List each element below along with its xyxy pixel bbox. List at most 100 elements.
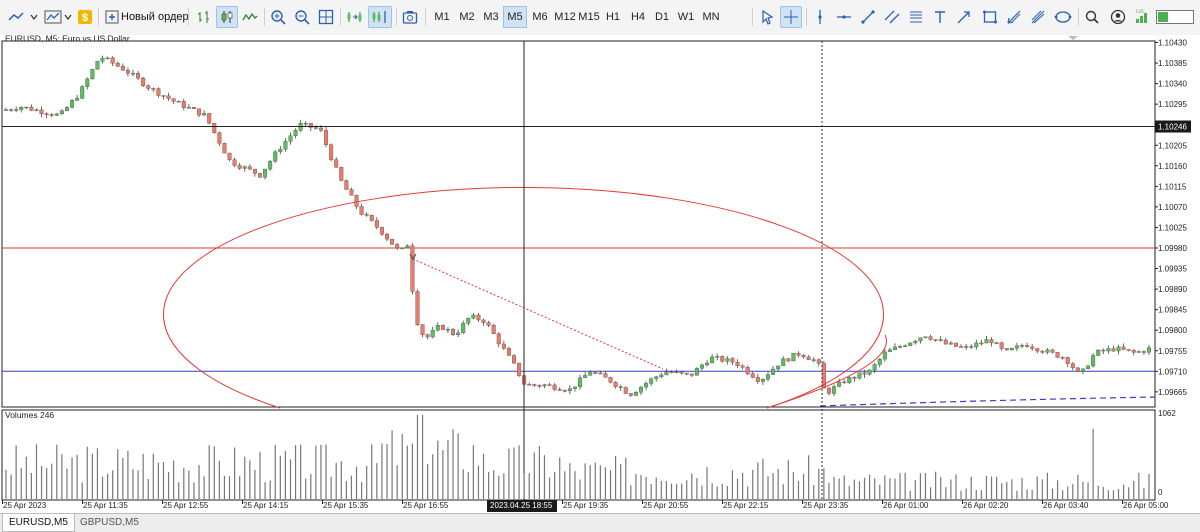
ellipse-icon[interactable] <box>1052 6 1074 28</box>
andrews-pitchfork-icon[interactable] <box>1004 6 1024 28</box>
candle-body <box>273 151 278 162</box>
candle-body <box>862 372 867 375</box>
candle-body <box>258 173 263 178</box>
candle-body <box>425 334 430 338</box>
candle-body <box>898 346 903 348</box>
timeframe-h4[interactable]: H4 <box>630 11 646 23</box>
bar-chart-icon[interactable] <box>194 6 214 28</box>
candlestick-icon[interactable] <box>216 6 238 28</box>
candle-body <box>59 110 64 115</box>
candle-body <box>1121 346 1126 350</box>
chart-window[interactable]: EURUSD, M5: Euro vs US Dollar Volumes 246… <box>0 34 1200 513</box>
line-chart-icon[interactable] <box>240 6 260 28</box>
candle-body <box>29 106 34 111</box>
price-tick: 1.10115 <box>1158 182 1187 191</box>
timeframe-m15[interactable]: M15 <box>578 11 600 23</box>
zoom-out-icon[interactable] <box>292 6 312 28</box>
trend-line-icon[interactable] <box>858 6 878 28</box>
dotted-trendline[interactable] <box>412 258 664 370</box>
candle-body <box>1025 345 1030 348</box>
timeframe-m6[interactable]: M6 <box>532 11 548 23</box>
candle-body <box>786 358 791 362</box>
candle-body <box>689 373 694 376</box>
chart-type-icon[interactable] <box>6 6 40 28</box>
candle-body <box>105 57 110 60</box>
timeframe-mn[interactable]: MN <box>702 11 720 23</box>
autoscroll-icon[interactable] <box>344 6 366 28</box>
timeframe-d1[interactable]: D1 <box>654 11 670 23</box>
tab-eurusd[interactable]: EURUSD,M5 <box>2 514 75 532</box>
zoom-in-icon[interactable] <box>268 6 288 28</box>
crosshair-time-box <box>487 500 557 512</box>
candle-body <box>989 339 994 344</box>
tab-gbpusd[interactable]: GBPUSD,M5 <box>80 517 139 528</box>
candle-body <box>146 85 151 89</box>
candle-body <box>308 123 313 128</box>
rectangle-icon[interactable] <box>980 6 1000 28</box>
timeframe-m2[interactable]: M2 <box>459 11 475 23</box>
price-tick: 1.09890 <box>1158 285 1187 294</box>
volume-panel[interactable] <box>1 409 1156 501</box>
candle-body <box>583 375 588 378</box>
candle-body <box>948 342 953 345</box>
chart-canvas[interactable]: EURUSD, M5: Euro vs US Dollar Volumes 246… <box>0 34 1200 513</box>
timeframe-m1[interactable]: M1 <box>434 11 450 23</box>
dollar-icon[interactable]: $ <box>76 6 94 28</box>
candle-body <box>14 109 19 111</box>
price-tick: 1.10340 <box>1158 80 1187 89</box>
candle-body <box>547 384 552 386</box>
candle-body <box>1014 345 1019 349</box>
screenshot-icon[interactable] <box>400 6 420 28</box>
price-tick: 1.09710 <box>1158 367 1187 376</box>
crosshair-price-box <box>1155 120 1191 133</box>
account-icon[interactable] <box>1108 6 1128 28</box>
time-tick: 25 Apr 20:55 <box>643 501 689 510</box>
candle-body <box>816 359 821 364</box>
search-icon[interactable] <box>1082 6 1102 28</box>
grid-icon[interactable] <box>316 6 336 28</box>
vertical-line-icon[interactable] <box>810 6 830 28</box>
blue-dashed-line[interactable] <box>819 396 1156 407</box>
candle-body <box>938 339 943 341</box>
indicators-icon[interactable] <box>42 6 74 28</box>
candle-body <box>95 60 100 70</box>
candle-body <box>664 371 669 376</box>
candle-body <box>887 349 892 353</box>
candle-body <box>776 365 781 370</box>
candle-body <box>649 378 654 384</box>
ellipse-object-right[interactable] <box>766 334 887 409</box>
arrow-icon[interactable] <box>954 6 974 28</box>
candle-body <box>197 108 202 116</box>
candle-body <box>313 127 318 129</box>
text-icon[interactable] <box>930 6 950 28</box>
candle-body <box>471 314 476 319</box>
timeframe-m12[interactable]: M12 <box>554 11 576 23</box>
cursor-icon[interactable] <box>758 6 778 28</box>
new-order-button[interactable]: Новый ордер <box>103 6 189 28</box>
chart-shift-icon[interactable] <box>368 6 392 28</box>
candle-body <box>456 332 461 336</box>
candle-body <box>1009 348 1014 351</box>
timeframe-w1[interactable]: W1 <box>677 11 695 23</box>
crosshair-icon[interactable] <box>780 6 802 28</box>
price-panel[interactable] <box>1 40 1156 408</box>
fibonacci-icon[interactable] <box>906 6 926 28</box>
candle-body <box>613 381 618 387</box>
timeframe-m5[interactable]: M5 <box>503 6 527 28</box>
candle-body <box>1126 349 1131 351</box>
candle-body <box>852 377 857 379</box>
gann-icon[interactable] <box>1028 6 1048 28</box>
timeframe-h1[interactable]: H1 <box>605 11 621 23</box>
candle-body <box>476 314 481 321</box>
horizontal-line-icon[interactable] <box>834 6 854 28</box>
candle-body <box>202 113 207 116</box>
candle-body <box>633 392 638 396</box>
price-tick: 1.09845 <box>1158 306 1187 315</box>
candle-body <box>501 343 506 349</box>
candle-body <box>984 339 989 344</box>
candle-body <box>349 189 354 196</box>
equidistant-channel-icon[interactable] <box>882 6 902 28</box>
timeframe-m3[interactable]: M3 <box>483 11 499 23</box>
svg-text:$: $ <box>82 12 88 24</box>
candle-body <box>659 374 664 378</box>
